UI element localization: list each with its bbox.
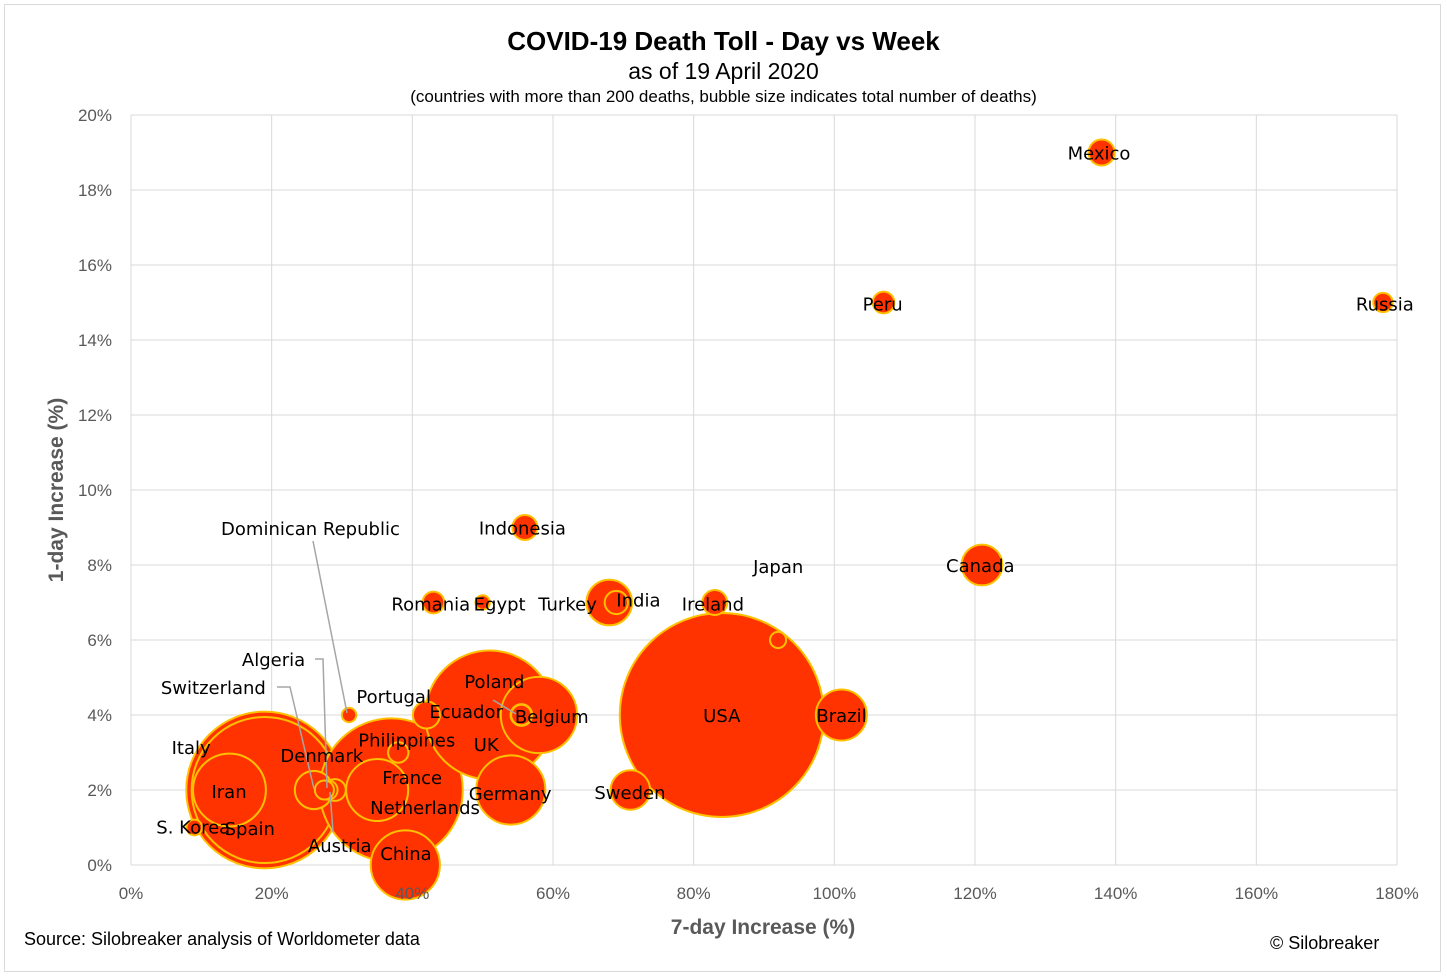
- x-tick-label: 20%: [255, 884, 289, 903]
- y-tick-label: 6%: [87, 631, 112, 650]
- y-tick-label: 16%: [78, 256, 112, 275]
- bubble-philippines: [387, 741, 410, 764]
- data-label: S. Korea: [156, 818, 230, 839]
- bubble-romania: [421, 590, 446, 615]
- bubble-portugal: [411, 700, 441, 730]
- x-tick-label: 80%: [677, 884, 711, 903]
- data-label: Mexico: [1068, 144, 1131, 165]
- bubble-russia: [1372, 291, 1394, 314]
- data-label: Ireland: [682, 595, 744, 616]
- bubble-peru: [871, 290, 896, 315]
- bubble-dominican-republic: [340, 706, 358, 724]
- data-label: Algeria: [242, 650, 305, 671]
- data-label: UK: [474, 735, 500, 756]
- data-label: Ecuador: [429, 702, 503, 723]
- x-axis-title: 7-day Increase (%): [671, 916, 855, 939]
- y-tick-label: 8%: [87, 556, 112, 575]
- data-label: Belgium: [515, 707, 589, 728]
- data-label: Austria: [308, 836, 372, 857]
- data-label: France: [382, 768, 442, 789]
- copyright-note: © Silobreaker: [1270, 933, 1380, 953]
- chart-title: COVID-19 Death Toll - Day vs Week: [507, 26, 940, 56]
- data-label: Spain: [225, 819, 275, 840]
- chart-subtitle: as of 19 April 2020: [628, 58, 819, 84]
- bubble-belgium: [499, 675, 579, 755]
- bubble-china: [369, 829, 441, 901]
- data-label: Canada: [946, 556, 1015, 577]
- bubble-canada: [960, 543, 1004, 587]
- bubble-iran: [192, 752, 267, 828]
- data-label: Portugal: [356, 687, 431, 708]
- data-label: Japan: [752, 557, 803, 578]
- data-label: Turkey: [537, 595, 597, 616]
- y-tick-label: 14%: [78, 331, 112, 350]
- data-label: Germany: [469, 784, 552, 805]
- bubble-brazil: [814, 688, 868, 742]
- data-label: Netherlands: [370, 798, 480, 819]
- bubble-indonesia: [511, 514, 539, 541]
- chart-note: (countries with more than 200 deaths, bu…: [410, 87, 1037, 106]
- leader-line: [329, 791, 334, 833]
- leader-line: [492, 699, 517, 715]
- leader-line: [312, 540, 348, 714]
- data-label: Iran: [211, 782, 246, 803]
- data-label: Peru: [863, 295, 903, 316]
- y-tick-label: 2%: [87, 781, 112, 800]
- bubbles: [185, 138, 1394, 901]
- bubble-poland: [510, 703, 533, 727]
- data-label: Egypt: [474, 595, 526, 616]
- bubble-india: [603, 589, 629, 616]
- y-tick-label: 4%: [87, 706, 112, 725]
- bubble-sweden: [609, 769, 652, 811]
- y-tick-label: 20%: [78, 106, 112, 125]
- leader-lines: [277, 540, 517, 833]
- bubble-germany: [475, 754, 547, 826]
- leader-line: [277, 686, 315, 790]
- data-label: Denmark: [280, 746, 363, 767]
- y-tick-label: 0%: [87, 856, 112, 875]
- data-label: Poland: [464, 672, 524, 693]
- data-label: Philippines: [358, 731, 455, 752]
- bubble-mexico: [1087, 138, 1116, 167]
- x-tick-label: 60%: [536, 884, 570, 903]
- data-label: Brazil: [816, 706, 866, 727]
- bubble-ireland: [701, 589, 729, 616]
- x-tick-label: 120%: [953, 884, 996, 903]
- data-label: Dominican Republic: [221, 519, 400, 540]
- y-tick-label: 18%: [78, 181, 112, 200]
- y-tick-label: 10%: [78, 481, 112, 500]
- bubble-denmark: [313, 779, 335, 801]
- data-label: India: [616, 591, 660, 612]
- x-tick-label: 40%: [395, 884, 429, 903]
- data-labels: USA Spain Italy France UK Belgium Iran China Ger…: [156, 144, 1414, 866]
- x-tick-label: 100%: [813, 884, 856, 903]
- data-label: Switzerland: [161, 678, 266, 699]
- data-label: USA: [703, 706, 741, 727]
- bubble-japan: [769, 630, 788, 650]
- data-label: Sweden: [594, 783, 665, 804]
- data-label: Indonesia: [479, 519, 566, 540]
- tick-labels: 0% 20% 40% 60% 80% 100% 120% 140% 160% 180% 0% 2% 4%…: [78, 106, 1419, 903]
- x-tick-label: 160%: [1235, 884, 1278, 903]
- data-label: Italy: [172, 738, 211, 759]
- data-label: Romania: [391, 595, 470, 616]
- data-label: China: [380, 844, 431, 865]
- data-label: Russia: [1356, 295, 1414, 316]
- bubble-s-korea: [185, 818, 204, 837]
- y-axis-title: 1-day Increase (%): [45, 398, 68, 582]
- source-note: Source: Silobreaker analysis of Worldome…: [24, 929, 420, 949]
- x-tick-label: 0%: [119, 884, 144, 903]
- y-tick-label: 12%: [78, 406, 112, 425]
- x-tick-label: 140%: [1094, 884, 1137, 903]
- leader-line: [315, 658, 328, 789]
- bubble-egypt: [474, 594, 491, 611]
- x-tick-label: 180%: [1375, 884, 1418, 903]
